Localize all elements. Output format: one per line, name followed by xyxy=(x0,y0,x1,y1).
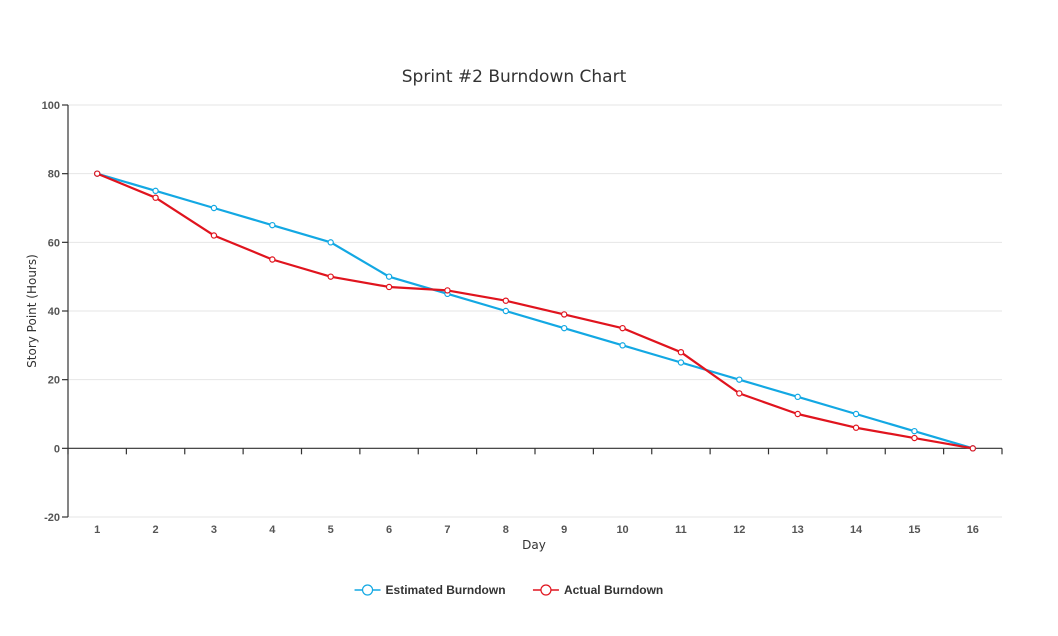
x-tick-label: 5 xyxy=(328,524,334,536)
data-point[interactable] xyxy=(327,239,334,246)
legend-swatch-marker xyxy=(540,584,552,596)
data-point[interactable] xyxy=(677,359,685,366)
series-line xyxy=(96,172,974,450)
legend-item[interactable]: Estimated Burndown xyxy=(354,583,506,597)
y-tick-label: 60 xyxy=(48,237,60,249)
data-point[interactable] xyxy=(560,324,568,332)
y-tick-labels: -20 0 20 40 60 80 100 xyxy=(42,100,60,524)
x-tick-label: 16 xyxy=(967,524,979,536)
legend-item[interactable]: Actual Burndown xyxy=(532,583,663,597)
x-tick-labels: 1 2 3 4 5 6 7 8 9 10 11 12 13 14 15 16 xyxy=(94,524,979,536)
legend-swatch-marker xyxy=(361,584,374,596)
data-point[interactable] xyxy=(385,283,393,291)
series-line xyxy=(96,172,974,450)
axes xyxy=(62,104,1003,518)
data-point[interactable] xyxy=(269,221,276,229)
y-tick-label: 0 xyxy=(54,443,60,455)
data-point[interactable] xyxy=(736,390,743,397)
data-point[interactable] xyxy=(560,311,568,318)
data-point[interactable] xyxy=(911,434,918,442)
data-point[interactable] xyxy=(794,410,801,418)
data-point[interactable] xyxy=(852,424,860,431)
data-point[interactable] xyxy=(911,427,918,435)
x-tick-label: 6 xyxy=(386,524,392,536)
data-point[interactable] xyxy=(152,187,159,195)
data-point[interactable] xyxy=(969,445,977,452)
x-tick-label: 12 xyxy=(733,524,745,536)
y-tick-label: 40 xyxy=(48,306,60,318)
data-point[interactable] xyxy=(385,273,393,280)
data-point[interactable] xyxy=(210,204,218,212)
x-tick-label: 14 xyxy=(850,524,863,536)
x-axis-title: Day xyxy=(522,538,546,552)
x-tick-label: 13 xyxy=(792,524,804,536)
data-point[interactable] xyxy=(93,170,101,177)
y-tick-label: 100 xyxy=(42,100,60,112)
data-point[interactable] xyxy=(269,256,276,263)
x-tick-label: 1 xyxy=(94,524,100,536)
x-tick-label: 7 xyxy=(444,524,450,536)
data-point[interactable] xyxy=(852,410,860,418)
series-0 xyxy=(93,170,977,452)
data-point[interactable] xyxy=(502,307,510,315)
data-point[interactable] xyxy=(736,376,743,383)
x-tick-label: 8 xyxy=(503,524,509,536)
data-point[interactable] xyxy=(210,232,218,239)
data-point[interactable] xyxy=(619,342,626,349)
y-axis-title: Story Point (Hours) xyxy=(25,254,39,368)
data-point[interactable] xyxy=(327,273,334,280)
y-tick-label: 20 xyxy=(48,375,60,387)
series-lines xyxy=(93,170,977,452)
data-point[interactable] xyxy=(677,349,685,356)
x-tick-label: 4 xyxy=(269,524,276,536)
x-tick-label: 11 xyxy=(675,524,687,536)
legend[interactable]: Estimated Burndown Actual Burndown xyxy=(354,583,664,597)
chart-title: Sprint #2 Burndown Chart xyxy=(402,67,627,87)
y-tick-label: -20 xyxy=(44,512,60,524)
series-1 xyxy=(93,170,977,452)
data-point[interactable] xyxy=(444,287,451,294)
data-point[interactable] xyxy=(502,297,510,304)
legend-label: Estimated Burndown xyxy=(386,583,506,597)
x-tick-label: 15 xyxy=(908,524,920,536)
x-tick-label: 10 xyxy=(616,524,628,536)
data-point[interactable] xyxy=(794,393,801,401)
data-point[interactable] xyxy=(619,324,626,332)
y-tick-label: 80 xyxy=(48,169,60,181)
data-point[interactable] xyxy=(152,194,159,201)
legend-label: Actual Burndown xyxy=(564,583,663,597)
x-tick-label: 2 xyxy=(153,524,159,536)
x-tick-label: 3 xyxy=(211,524,217,536)
grid-lines xyxy=(68,104,1002,518)
x-tick-label: 9 xyxy=(561,524,567,536)
